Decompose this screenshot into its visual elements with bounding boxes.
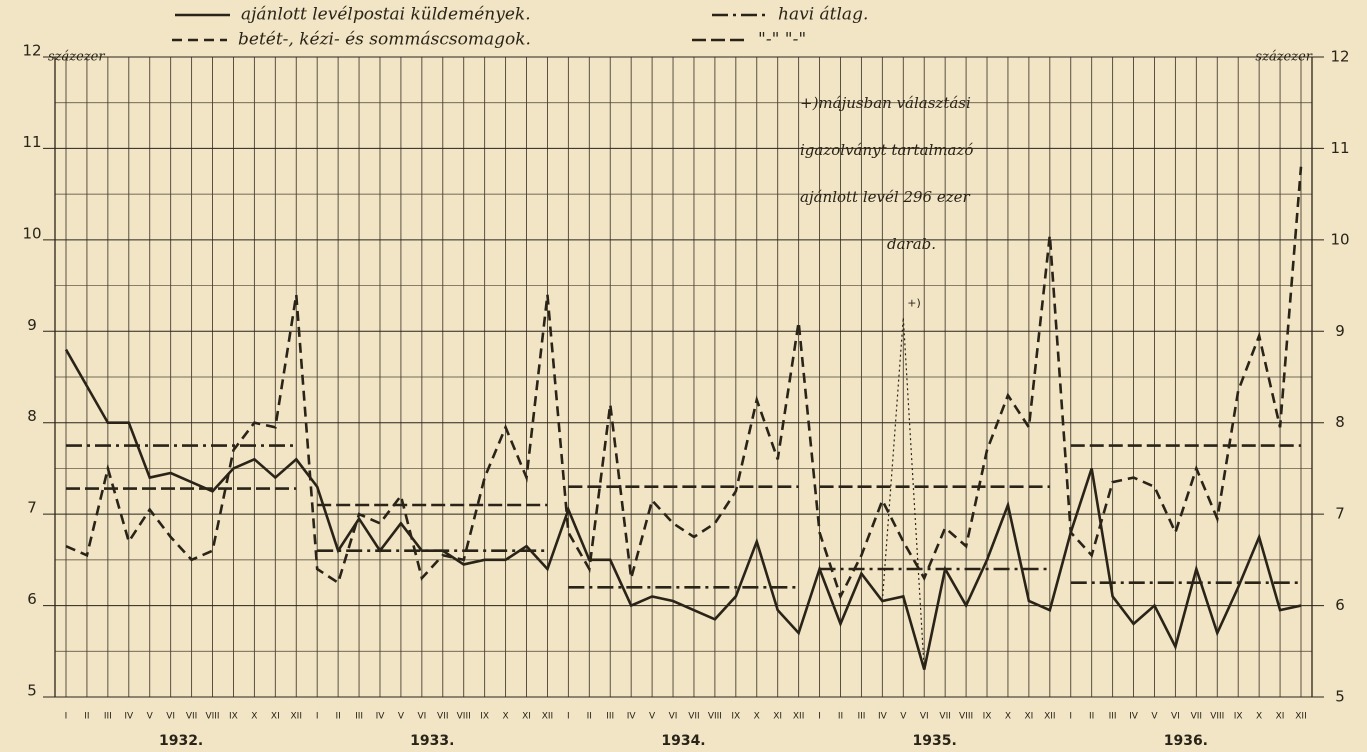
x-tick-label: XI bbox=[1024, 712, 1033, 722]
x-tick-label: XII bbox=[1295, 712, 1306, 722]
y-tick-label-right: 5 bbox=[1335, 688, 1345, 706]
annotation: darab. bbox=[887, 235, 936, 253]
x-tick-label: XI bbox=[271, 712, 280, 722]
x-tick-label: VI bbox=[417, 712, 426, 722]
x-tick-label: VI bbox=[166, 712, 175, 722]
annotation: igazolványt tartalmazó bbox=[800, 141, 973, 159]
y-tick-label-right: 7 bbox=[1335, 505, 1345, 523]
x-tick-label: IV bbox=[376, 712, 386, 722]
x-tick-label: XI bbox=[522, 712, 531, 722]
x-tick-label: II bbox=[838, 712, 843, 722]
x-tick-label: XII bbox=[793, 712, 804, 722]
year-label: 1936. bbox=[1164, 733, 1208, 749]
annotation: +)májusban választási bbox=[800, 94, 971, 112]
annotation: ajánlott levél 296 ezer bbox=[800, 188, 970, 206]
year-label: 1932. bbox=[159, 733, 203, 749]
y-tick-label-right: 10 bbox=[1330, 230, 1349, 248]
x-tick-label: VIII bbox=[457, 712, 471, 722]
x-tick-label: IV bbox=[124, 712, 134, 722]
x-tick-label: I bbox=[65, 712, 68, 722]
series-line bbox=[65, 166, 1303, 600]
x-tick-label: X bbox=[1256, 712, 1262, 722]
x-tick-label: VI bbox=[669, 712, 678, 722]
x-tick-label: II bbox=[587, 712, 592, 722]
x-tick-label: III bbox=[355, 712, 363, 722]
x-tick-label: XII bbox=[542, 712, 553, 722]
legend-label: ajánlott levélpostai küldemények. bbox=[241, 5, 531, 25]
y-tick-label: 6 bbox=[27, 590, 37, 608]
y-tick-label-right: 6 bbox=[1335, 596, 1345, 614]
x-tick-label: VI bbox=[1171, 712, 1180, 722]
x-tick-label: V bbox=[147, 712, 154, 722]
x-tick-label: VII bbox=[1191, 712, 1202, 722]
x-tick-label: X bbox=[754, 712, 760, 722]
y-tick-label: 9 bbox=[27, 316, 37, 334]
x-tick-label: V bbox=[649, 712, 656, 722]
x-tick-label: VI bbox=[920, 712, 929, 722]
y-tick-label-right: 9 bbox=[1335, 322, 1345, 340]
x-tick-label: VII bbox=[939, 712, 950, 722]
x-tick-label: I bbox=[1069, 712, 1072, 722]
x-tick-label: IX bbox=[480, 712, 489, 722]
x-tick-label: VII bbox=[688, 712, 699, 722]
y-tick-label: 7 bbox=[27, 499, 37, 517]
x-tick-label: V bbox=[398, 712, 405, 722]
x-tick-label: V bbox=[1151, 712, 1158, 722]
series-line bbox=[64, 348, 1302, 670]
x-tick-label: X bbox=[502, 712, 508, 722]
unit-label: százezer bbox=[48, 50, 105, 65]
x-tick-label: XI bbox=[773, 712, 782, 722]
x-tick-label: IV bbox=[1129, 712, 1139, 722]
x-tick-label: IV bbox=[878, 712, 888, 722]
x-tick-label: III bbox=[1109, 712, 1117, 722]
x-tick-label: VIII bbox=[959, 712, 973, 722]
unit-label: százezer bbox=[1255, 50, 1312, 65]
x-tick-label: III bbox=[857, 712, 865, 722]
y-tick-label: 10 bbox=[22, 224, 41, 242]
legend-label: betét-, kézi- és sommáscsomagok. bbox=[238, 30, 531, 50]
x-tick-label: III bbox=[104, 712, 112, 722]
y-tick-label: 8 bbox=[27, 407, 37, 425]
x-tick-label: I bbox=[316, 712, 319, 722]
y-tick-label: 12 bbox=[22, 42, 41, 60]
x-tick-label: I bbox=[567, 712, 570, 722]
y-tick-label-right: 12 bbox=[1330, 48, 1349, 66]
x-tick-label: I bbox=[818, 712, 821, 722]
x-tick-label: VII bbox=[437, 712, 448, 722]
year-label: 1934. bbox=[661, 733, 705, 749]
legend-label: "-" "-" bbox=[758, 30, 806, 50]
y-tick-label: 11 bbox=[22, 133, 41, 151]
x-tick-label: VII bbox=[186, 712, 197, 722]
x-tick-label: IV bbox=[627, 712, 637, 722]
x-tick-label: XII bbox=[1044, 712, 1055, 722]
x-tick-label: V bbox=[900, 712, 907, 722]
x-tick-label: IX bbox=[1234, 712, 1243, 722]
x-tick-label: III bbox=[606, 712, 614, 722]
year-label: 1935. bbox=[913, 733, 957, 749]
x-tick-label: VIII bbox=[205, 712, 219, 722]
x-tick-label: IX bbox=[731, 712, 740, 722]
x-tick-label: IX bbox=[229, 712, 238, 722]
year-label: 1933. bbox=[410, 733, 454, 749]
y-tick-label-right: 11 bbox=[1330, 139, 1349, 157]
x-tick-label: IX bbox=[983, 712, 992, 722]
y-tick-label: 5 bbox=[27, 682, 37, 700]
x-tick-label: X bbox=[1005, 712, 1011, 722]
x-tick-label: XI bbox=[1276, 712, 1285, 722]
y-tick-label-right: 8 bbox=[1335, 413, 1345, 431]
x-tick-label: XII bbox=[291, 712, 302, 722]
x-tick-label: II bbox=[335, 712, 340, 722]
legend-label: havi átlag. bbox=[778, 5, 868, 25]
x-tick-label: VIII bbox=[1210, 712, 1224, 722]
x-tick-label: II bbox=[1089, 712, 1094, 722]
x-tick-label: VIII bbox=[708, 712, 722, 722]
spike-label: +) bbox=[907, 297, 921, 310]
x-tick-label: X bbox=[251, 712, 257, 722]
x-tick-label: II bbox=[84, 712, 89, 722]
